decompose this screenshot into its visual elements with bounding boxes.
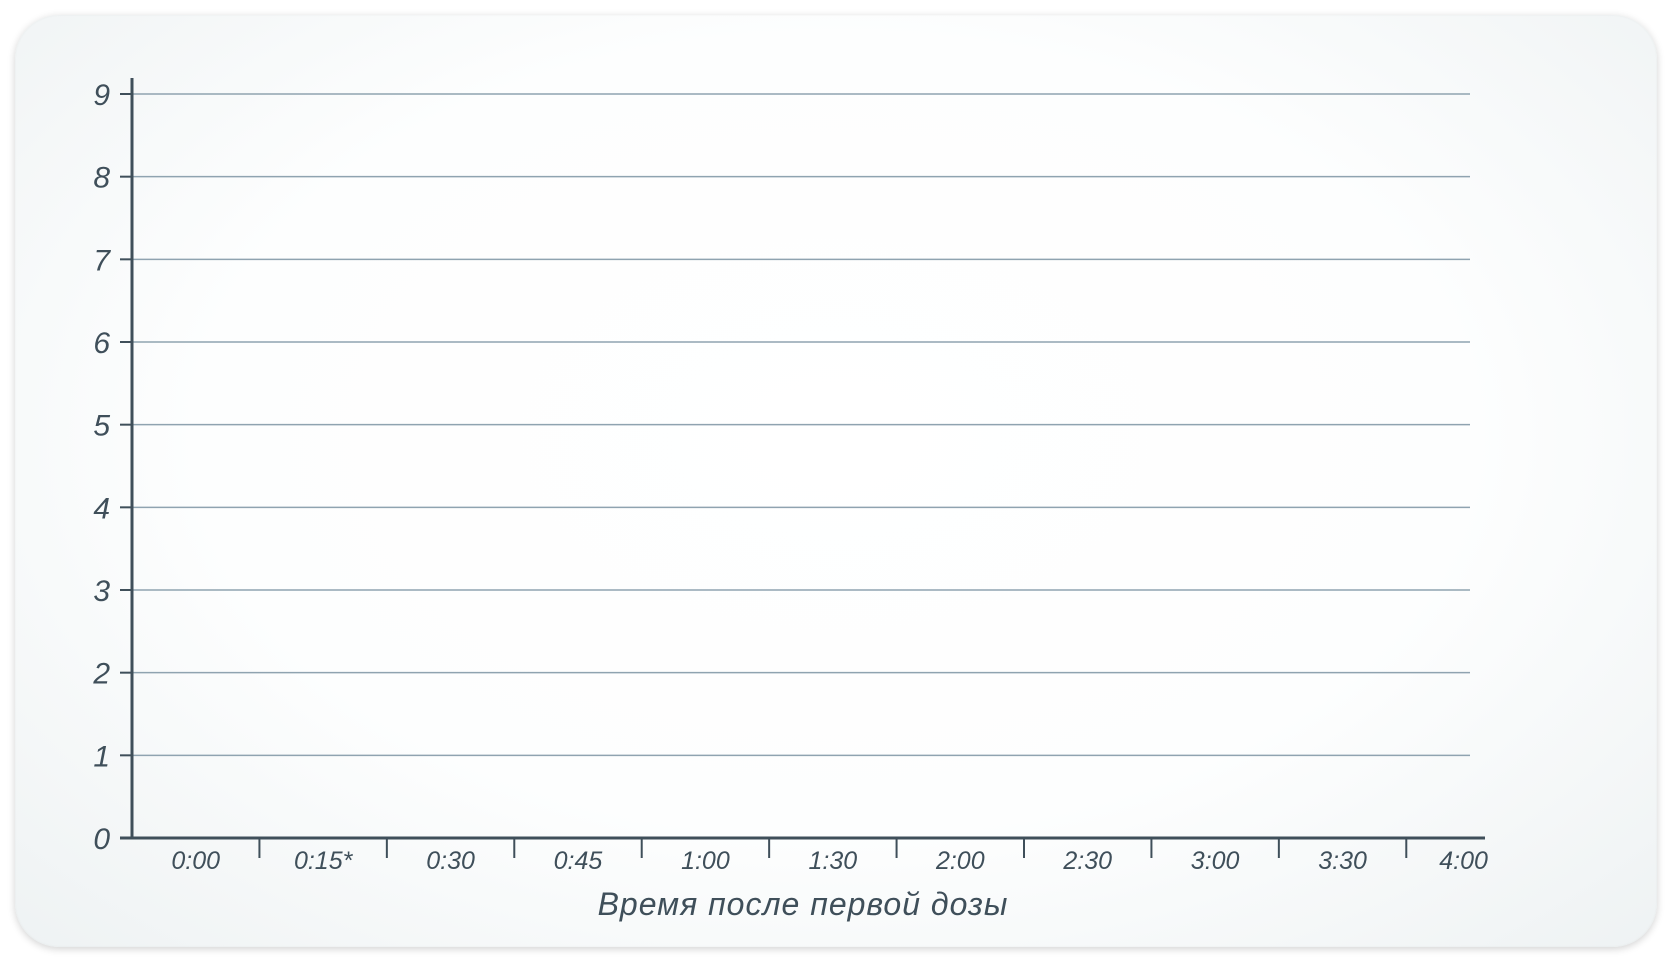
x-tick-label: 1:00: [681, 847, 730, 875]
x-tick-label: 3:30: [1318, 847, 1367, 875]
x-tick-label: 0:00: [171, 847, 220, 875]
x-axis-title: Время после первой дозы: [598, 886, 1009, 922]
x-tick-label: 2:30: [1062, 847, 1112, 875]
y-tick-label: 2: [92, 658, 110, 691]
x-tick-labels: 0:00 0:15* 0:30 0:45 1:00 1:30 2:00 2:30 3:00 3:3…: [171, 847, 1488, 875]
y-tick-label: 5: [93, 410, 110, 443]
y-tick-label: 6: [93, 327, 110, 360]
x-tick-label: 0:45: [554, 847, 603, 875]
y-tick-label: 0: [93, 823, 110, 856]
y-tick-label: 9: [93, 79, 110, 112]
x-tick-label: 0:30: [426, 847, 475, 875]
grid-lines: [120, 93, 1470, 757]
y-tick-label: 7: [93, 244, 111, 277]
y-tick-labels: 0 1 2 3 4 5 6 7 8 9: [92, 79, 111, 856]
x-tick-marks: [258, 838, 1408, 858]
y-tick-label: 8: [93, 162, 110, 195]
y-tick-label: 3: [93, 575, 110, 608]
chart-card: [15, 15, 1657, 947]
x-tick-label: 0:15*: [294, 847, 354, 875]
x-tick-label: 3:00: [1191, 847, 1240, 875]
x-tick-label: 2:00: [935, 847, 985, 875]
x-tick-label: 1:30: [809, 847, 858, 875]
y-tick-label: 1: [93, 740, 110, 773]
x-tick-label: 4:00: [1439, 847, 1488, 875]
y-tick-label: 4: [93, 492, 110, 525]
